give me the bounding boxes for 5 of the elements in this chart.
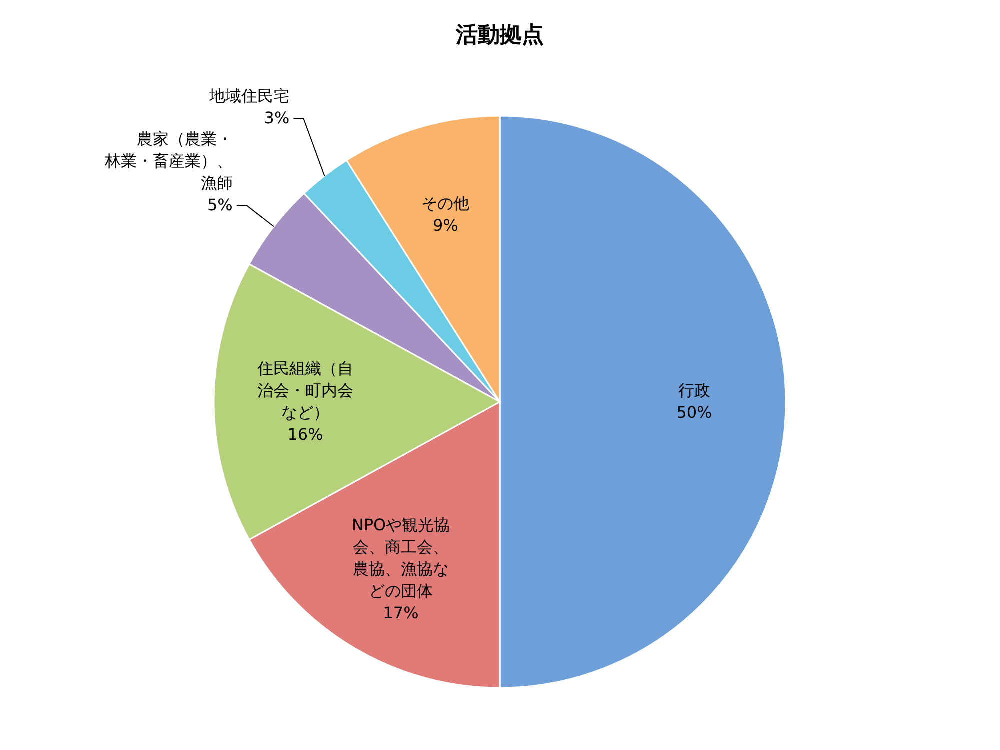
data-label: 5% (208, 196, 233, 215)
chart-title: 活動拠点 (455, 23, 544, 48)
data-label: 3% (264, 108, 290, 128)
slice-label: 農家（農業・林業・畜産業）、漁師 (104, 130, 233, 193)
slice-label: 地域住民宅 (208, 86, 290, 106)
